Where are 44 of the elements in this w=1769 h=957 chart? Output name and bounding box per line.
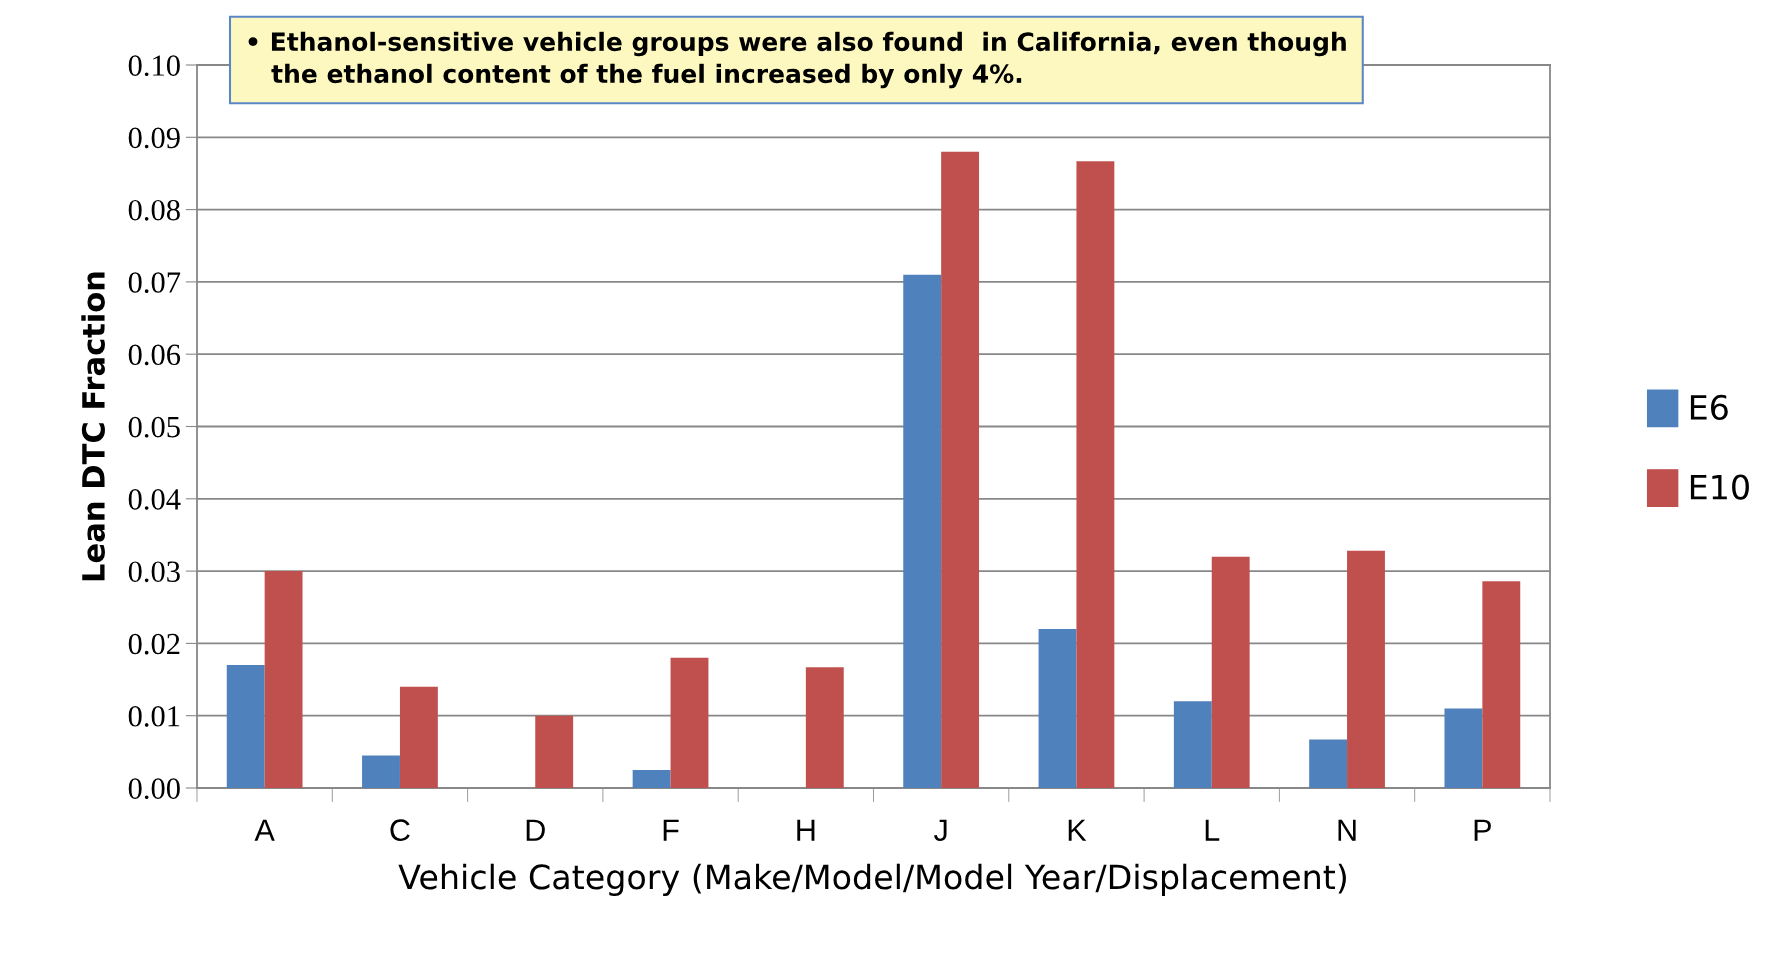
x-tick-label: K	[1068, 819, 1087, 841]
bar	[1076, 161, 1115, 788]
bar	[1309, 739, 1348, 788]
bar	[1347, 550, 1385, 788]
bar	[1173, 701, 1212, 788]
y-tick-label: 0.10	[128, 55, 180, 77]
legend-label: E10	[1690, 474, 1749, 500]
bar	[805, 667, 844, 788]
y-tick-label: 0.08	[128, 199, 180, 221]
x-tick-label: L	[1205, 819, 1220, 841]
y-tick-label: 0.05	[128, 416, 180, 438]
bar	[362, 755, 400, 788]
x-tick-label: P	[1474, 819, 1491, 841]
bar	[226, 665, 265, 788]
bar	[535, 715, 574, 788]
x-tick-label: D	[526, 819, 545, 841]
y-tick-label: 0.09	[128, 127, 180, 149]
y-tick-label: 0.02	[128, 633, 180, 655]
x-tick-label: A	[254, 819, 275, 841]
bar	[1482, 581, 1521, 788]
bar	[670, 657, 709, 788]
x-axis-title: Vehicle Category (Make/Model/Model Year/Displacement)	[398, 863, 1346, 896]
y-tick-label: 0.00	[128, 778, 180, 800]
annotation: • Ethanol-sensitive vehicle groups were also found in California, even though the ethanol content of the fuel increased by only 4%.	[248, 31, 1346, 89]
y-tick-label: 0.07	[128, 272, 181, 293]
y-tick-label: 0.01	[128, 705, 180, 727]
bar	[264, 571, 303, 788]
y-tick-label: 0.06	[128, 344, 181, 366]
y-axis-title: Lean DTC Fraction	[81, 272, 105, 581]
y-tick-label: 0.04	[128, 489, 181, 510]
x-tick-label: C	[390, 819, 410, 841]
x-tick-label: N	[1338, 819, 1356, 841]
bar	[1211, 556, 1250, 788]
bar	[632, 769, 671, 788]
legend-label: E6	[1690, 394, 1728, 420]
y-tick-label: 0.03	[128, 561, 180, 583]
bar	[941, 151, 980, 788]
bar	[399, 686, 438, 788]
x-tick-label: F	[663, 819, 679, 841]
bar	[903, 274, 942, 788]
x-tick-label: H	[797, 819, 815, 841]
bar	[1444, 708, 1483, 788]
x-tick-label: J	[933, 819, 947, 841]
bar	[1038, 628, 1077, 788]
